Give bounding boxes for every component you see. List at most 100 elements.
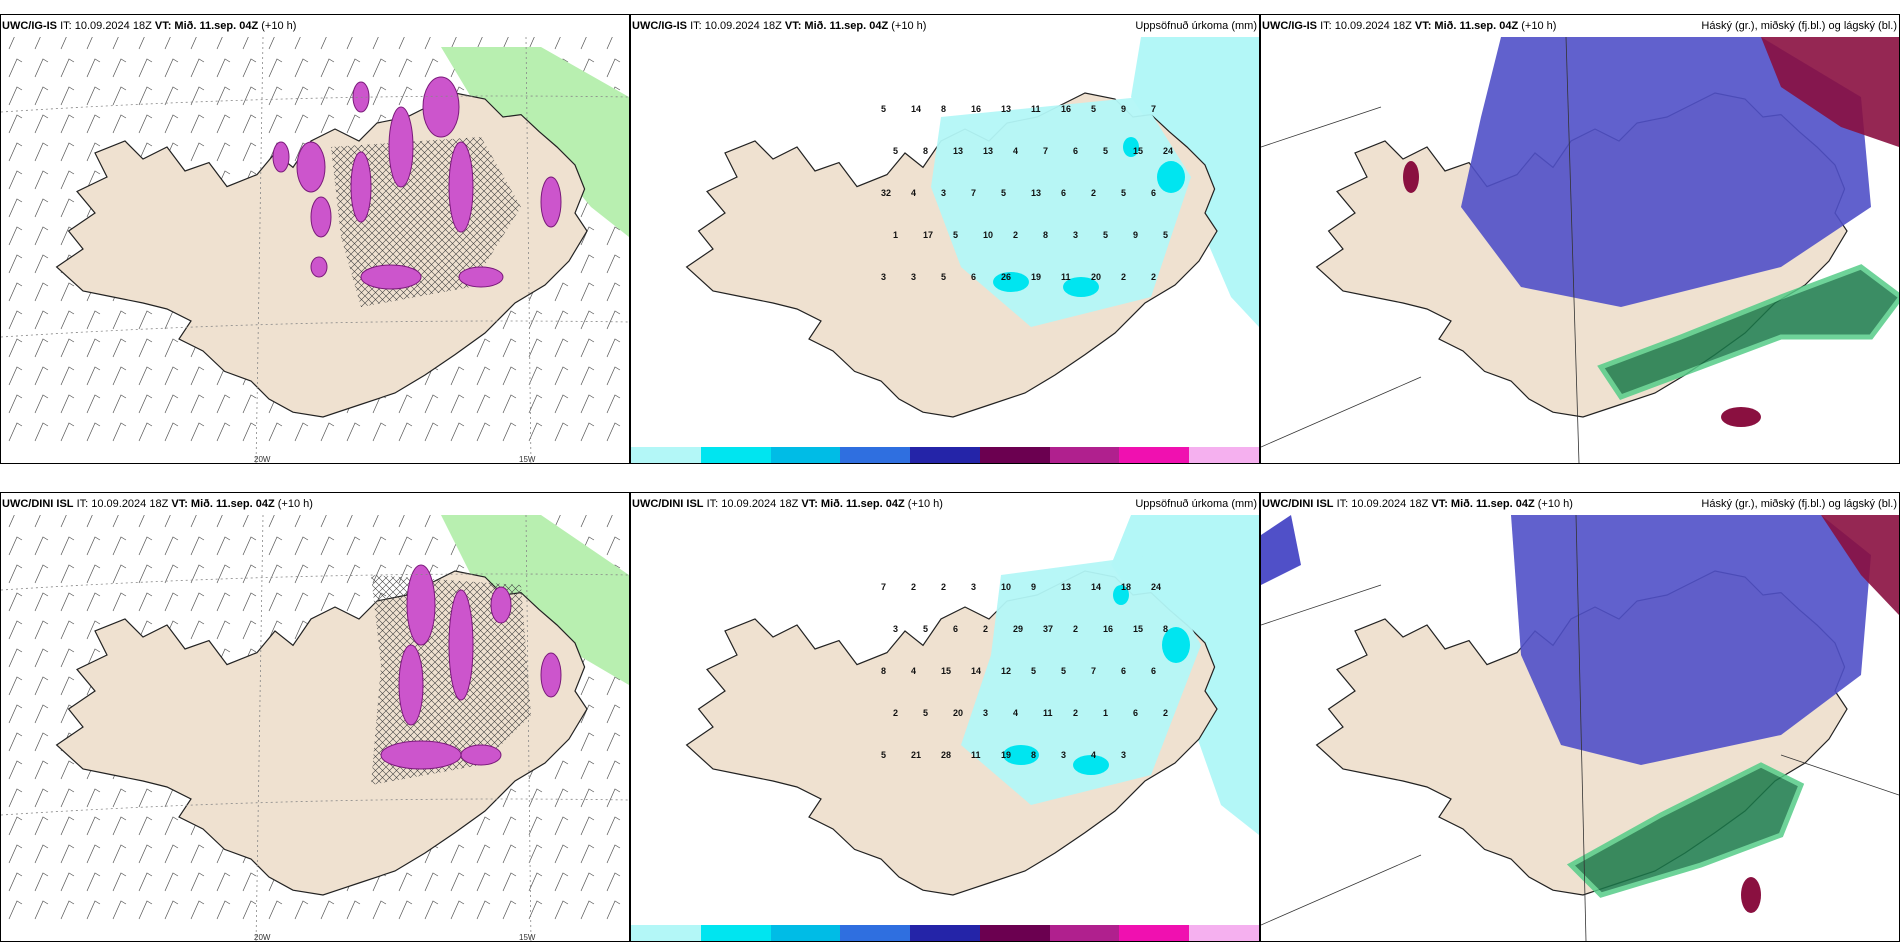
precip-value-label: 6 <box>1151 666 1156 676</box>
wind-barb <box>320 900 335 920</box>
wind-barb <box>8 86 23 106</box>
wind-barb <box>268 114 283 134</box>
wind-barb <box>606 310 621 330</box>
wind-barb <box>86 515 93 528</box>
wind-barb <box>138 620 153 640</box>
precip-value-label: 4 <box>1013 146 1018 156</box>
wind-barb <box>164 394 179 414</box>
wind-barb <box>580 254 595 274</box>
wind-barb <box>606 58 621 78</box>
precip-value-label: 14 <box>911 104 921 114</box>
precip-value-label: 16 <box>971 104 981 114</box>
wind-barb <box>112 816 127 836</box>
model-name: UWC/IG-IS <box>632 20 687 32</box>
precip-value-label: 5 <box>1061 666 1066 676</box>
wind-barb <box>138 515 145 528</box>
wind-barb <box>86 592 101 612</box>
wind-barb <box>8 515 15 528</box>
wind-barb <box>528 310 543 330</box>
wind-barb <box>138 58 153 78</box>
wind-barb <box>34 620 49 640</box>
wind-barb <box>8 648 23 668</box>
wind-barb <box>554 422 569 442</box>
wind-barb <box>242 592 257 612</box>
wind-barb <box>216 564 231 584</box>
wind-barb <box>268 564 283 584</box>
precip-value-label: 13 <box>1001 104 1011 114</box>
wind-barb <box>112 338 127 358</box>
field-title: Uppsöfnuð úrkoma (mm) <box>1135 498 1257 510</box>
high-cloud-band <box>1566 762 1805 898</box>
wind-barb <box>268 515 275 528</box>
wind-barb <box>34 366 49 386</box>
wind-barb <box>320 422 335 442</box>
wind-barb <box>502 310 517 330</box>
wind-barb <box>554 900 569 920</box>
precip-value-label: 3 <box>881 272 886 282</box>
wind-barb <box>8 844 23 864</box>
wind-barb <box>34 226 49 246</box>
wind-barb <box>60 788 75 808</box>
wind-barb <box>8 788 23 808</box>
wind-barb <box>580 844 595 864</box>
wind-barb <box>190 422 205 442</box>
precip-value-label: 9 <box>1121 104 1126 114</box>
wind-barb <box>8 37 15 50</box>
wind-barb <box>476 422 491 442</box>
wind-barb <box>398 564 413 584</box>
wind-barb <box>60 422 75 442</box>
precip-value-label: 5 <box>941 272 946 282</box>
precip-value-label: 3 <box>941 188 946 198</box>
wind-barb <box>476 900 491 920</box>
wind-barb <box>164 86 179 106</box>
precip-value-label: 16 <box>1061 104 1071 114</box>
precip-value-label: 9 <box>1133 230 1138 240</box>
mid-cloud-area <box>1461 37 1871 307</box>
wind-barb <box>60 536 75 556</box>
colorbar-cell <box>631 925 702 941</box>
precip-value-label: 21 <box>911 750 921 760</box>
wind-barb <box>190 564 205 584</box>
field-title: Háský (gr.), miðský (fj.bl.) og lágský (… <box>1701 498 1897 510</box>
wind-barb <box>164 564 179 584</box>
wind-barb <box>294 592 309 612</box>
wind-barb <box>216 592 231 612</box>
wind-barb <box>476 338 491 358</box>
wind-barb <box>606 422 621 442</box>
iceland-landmass <box>56 92 588 418</box>
precip-value-label: 3 <box>971 582 976 592</box>
precip-value-label: 5 <box>923 708 928 718</box>
precip-value-label: 2 <box>1013 230 1018 240</box>
wind-barb <box>8 198 23 218</box>
lon-label-20w: 20W <box>254 933 271 942</box>
precip-value-label: 4 <box>1091 750 1096 760</box>
precip-value-label: 11 <box>1061 272 1071 282</box>
wind-barb <box>294 114 309 134</box>
colorbar-cell <box>840 447 912 463</box>
wind-barb <box>606 338 621 358</box>
wind-barb <box>60 620 75 640</box>
wind-barb <box>86 114 101 134</box>
wind-barb <box>86 816 101 836</box>
wind-barb <box>190 142 205 162</box>
wind-barb <box>242 37 249 50</box>
model-name: UWC/DINI ISL <box>2 498 74 510</box>
precip-value-label: 13 <box>1031 188 1041 198</box>
valid-time: Mið. 11.sep. 04Z <box>190 498 275 510</box>
colorbar-cell <box>1189 925 1259 941</box>
precip-value-label: 17 <box>923 230 933 240</box>
wind-barb <box>450 422 465 442</box>
colorbar-cell <box>910 447 981 463</box>
wind-barb <box>294 900 309 920</box>
wind-precip-map <box>1 37 629 463</box>
wind-barb <box>424 536 439 556</box>
precip-value-label: 24 <box>1163 146 1173 156</box>
wind-barb <box>268 536 283 556</box>
wind-barb <box>138 114 153 134</box>
wind-barb <box>138 536 153 556</box>
colorbar-cell <box>1119 447 1191 463</box>
wind-barb <box>8 676 23 696</box>
wind-barb <box>112 592 127 612</box>
wind-barb <box>8 900 23 920</box>
precip-value-label: 5 <box>1103 146 1108 156</box>
